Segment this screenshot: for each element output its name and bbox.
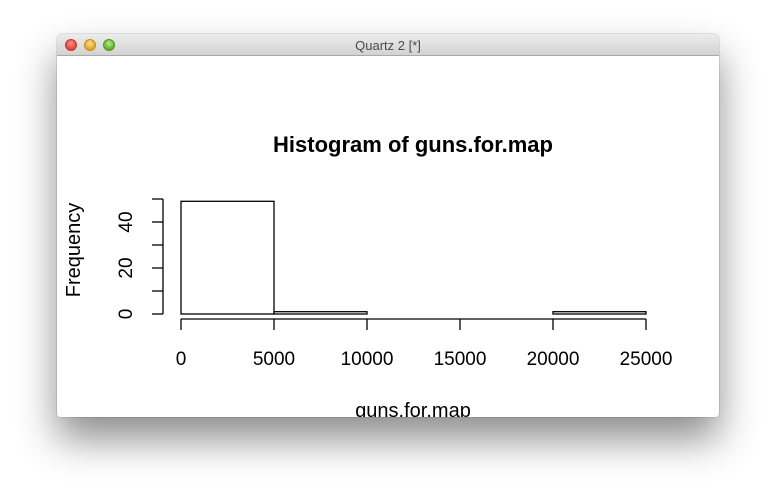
- y-axis-label: Frequency: [63, 203, 85, 298]
- y-tick-label: 0: [116, 309, 137, 320]
- title-bar[interactable]: Quartz 2 [*]: [57, 34, 719, 56]
- x-tick-label: 25000: [620, 349, 673, 370]
- x-tick-label: 0: [176, 349, 187, 370]
- x-tick-label: 5000: [253, 349, 295, 370]
- plot-window: Quartz 2 [*] Histogram of guns.for.map 0…: [57, 34, 719, 417]
- histogram-bar-1: [180, 200, 275, 315]
- chart-title: Histogram of guns.for.map: [273, 132, 553, 157]
- x-axis-label: guns.for.map: [355, 400, 471, 417]
- zoom-button[interactable]: [103, 39, 115, 51]
- y-tick-label: 40: [116, 211, 137, 232]
- x-tick-label: 20000: [527, 349, 580, 370]
- x-tick-label: 10000: [341, 349, 394, 370]
- histogram-plot: Histogram of guns.for.map 0 5000 10000 1500…: [63, 132, 673, 417]
- y-tick-label: 20: [116, 257, 137, 278]
- close-button[interactable]: [65, 39, 77, 51]
- minimize-button[interactable]: [84, 39, 96, 51]
- x-tick-label: 15000: [434, 349, 487, 370]
- x-axis: 0 5000 10000 15000 20000 25000: [176, 318, 673, 370]
- window-title: Quartz 2 [*]: [355, 38, 421, 53]
- histogram-bar-2: [273, 311, 368, 315]
- bars-group: [180, 200, 647, 315]
- histogram-bar-5: [552, 311, 647, 315]
- y-axis: 0 20 40: [116, 198, 164, 320]
